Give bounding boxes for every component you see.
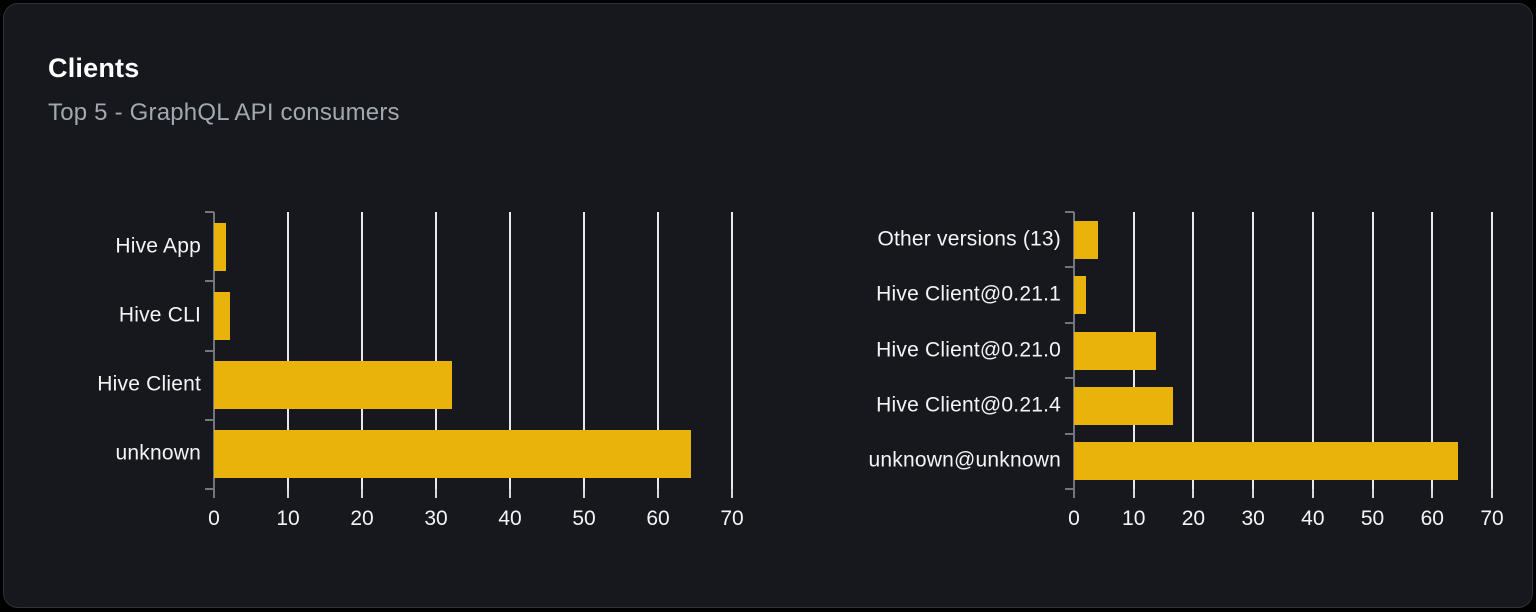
x-tick-label: 60 bbox=[646, 507, 670, 530]
x-tick-label: 70 bbox=[1480, 507, 1504, 530]
x-tick-label: 0 bbox=[208, 507, 220, 530]
y-axis-tick bbox=[1065, 377, 1074, 379]
x-axis-tick bbox=[1132, 489, 1135, 498]
category-label: unknown@unknown bbox=[868, 448, 1061, 472]
gridline bbox=[731, 212, 733, 489]
category-label: Hive Client@0.21.1 bbox=[876, 282, 1061, 306]
plot-area: 0 10 20 30 40 50 60 70 Hive App Hive CLI Hive Clie… bbox=[97, 211, 744, 530]
bar-unknown[interactable] bbox=[214, 430, 692, 479]
x-axis-tick bbox=[509, 489, 511, 498]
gridline bbox=[435, 212, 437, 489]
card-subtitle: Top 5 - GraphQL API consumers bbox=[48, 99, 400, 126]
x-tick-label: 40 bbox=[1301, 507, 1325, 530]
x-axis-tick bbox=[1311, 489, 1314, 498]
category-label: Hive Client@0.21.4 bbox=[876, 393, 1061, 417]
gridline bbox=[1252, 212, 1255, 489]
x-axis-tick bbox=[435, 489, 437, 498]
x-axis-tick bbox=[657, 489, 659, 498]
x-tick-label: 50 bbox=[1360, 507, 1385, 530]
x-axis-tick bbox=[1371, 489, 1374, 498]
bar-other-versions-13-[interactable] bbox=[1074, 220, 1098, 259]
bar-hive-client-0-21-1[interactable] bbox=[1074, 276, 1086, 315]
gridline bbox=[1491, 212, 1493, 489]
category-label: Other versions (13) bbox=[877, 227, 1061, 251]
gridline bbox=[1192, 212, 1195, 489]
gridline bbox=[657, 212, 659, 489]
x-tick-label: 20 bbox=[350, 507, 374, 530]
gridline bbox=[509, 212, 511, 489]
x-axis-tick bbox=[583, 489, 585, 498]
x-tick-label: 10 bbox=[276, 507, 300, 530]
gridline bbox=[1311, 212, 1314, 489]
y-axis-tick bbox=[1065, 211, 1074, 213]
gridline bbox=[1371, 212, 1374, 489]
category-label: Hive CLI bbox=[118, 303, 201, 327]
y-axis-line bbox=[213, 212, 215, 498]
y-axis-tick bbox=[1065, 322, 1074, 324]
y-axis-tick bbox=[205, 419, 214, 421]
x-axis-tick bbox=[1252, 489, 1255, 498]
x-tick-label: 20 bbox=[1181, 507, 1206, 530]
y-axis-tick bbox=[205, 211, 214, 213]
x-axis-tick bbox=[1491, 489, 1493, 498]
x-tick-label: 30 bbox=[424, 507, 448, 530]
plot-area: 0 10 20 30 40 50 60 70 Other versions (13) Hive C… bbox=[869, 211, 1504, 530]
bar-unknown-unknown[interactable] bbox=[1074, 442, 1458, 481]
gridline bbox=[361, 212, 363, 489]
y-axis-tick bbox=[205, 488, 214, 490]
x-axis-tick bbox=[361, 489, 363, 498]
y-axis-tick bbox=[205, 280, 214, 282]
bar-hive-client[interactable] bbox=[214, 361, 453, 410]
x-tick-label: 50 bbox=[572, 507, 596, 530]
category-label: Hive Client@0.21.0 bbox=[876, 338, 1061, 362]
x-tick-label: 0 bbox=[1068, 507, 1080, 530]
bar-hive-client-0-21-4[interactable] bbox=[1074, 386, 1173, 425]
bar-hive-cli[interactable] bbox=[214, 291, 231, 340]
x-tick-label: 60 bbox=[1420, 507, 1444, 530]
category-label: Hive App bbox=[115, 234, 201, 258]
category-label: unknown bbox=[115, 441, 201, 465]
x-tick-label: 40 bbox=[498, 507, 522, 530]
y-axis-tick bbox=[1065, 433, 1074, 435]
gridline bbox=[287, 212, 289, 489]
x-tick-label: 30 bbox=[1241, 507, 1265, 530]
x-axis-tick bbox=[1431, 489, 1434, 498]
bar-hive-app[interactable] bbox=[214, 222, 226, 271]
category-label: Hive Client bbox=[97, 372, 201, 396]
clients-card: Clients Top 5 - GraphQL API consumers 0 1… bbox=[3, 3, 1533, 608]
card-title: Clients bbox=[48, 53, 140, 83]
y-axis-tick bbox=[1065, 266, 1074, 268]
gridline bbox=[583, 212, 585, 489]
x-axis-tick bbox=[287, 489, 289, 498]
x-axis-tick bbox=[731, 489, 733, 498]
y-axis-tick bbox=[1065, 488, 1074, 490]
x-axis-tick bbox=[1192, 489, 1195, 498]
x-tick-label: 70 bbox=[720, 507, 744, 530]
bar-hive-client-0-21-0[interactable] bbox=[1074, 331, 1157, 370]
gridline bbox=[1431, 212, 1434, 489]
y-axis-tick bbox=[205, 350, 214, 352]
x-tick-label: 10 bbox=[1122, 507, 1146, 530]
